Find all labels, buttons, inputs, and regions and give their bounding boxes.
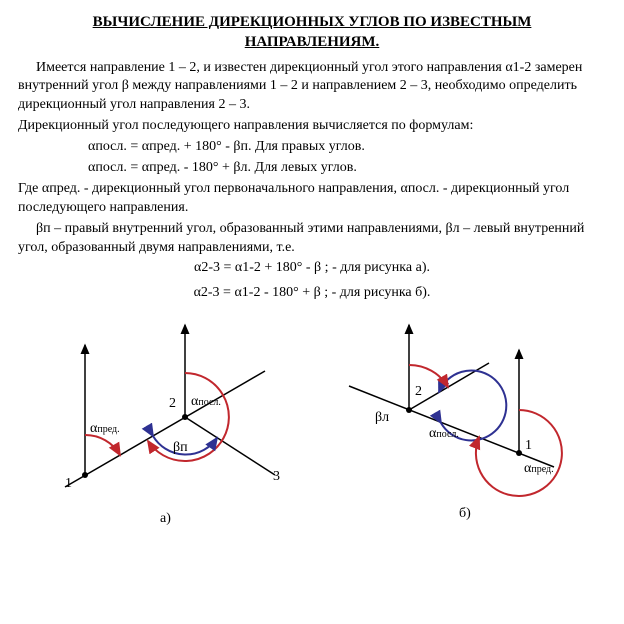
formula-4: α2-3 = α1-2 - 180° + β ; - для рисунка б… [18, 284, 606, 303]
label-b-1: 1 [525, 437, 532, 456]
formula-2: αпосл. = αпред. - 180° + βл. Для левых у… [88, 159, 606, 178]
label-b-2: 2 [415, 383, 422, 402]
label-a-apred: αпред. [90, 420, 120, 439]
paragraph-1: Имеется направление 1 – 2, и известен ди… [18, 59, 606, 116]
paragraph-2: Дирекционный угол последующего направлен… [18, 117, 606, 136]
label-a-3: 3 [273, 468, 280, 487]
formula-3: α2-3 = α1-2 + 180° - β ; - для рисунка а… [18, 259, 606, 278]
label-a-aposl: αпосл. [191, 393, 221, 412]
caption-b: б) [459, 505, 471, 524]
label-b-bl: βл [375, 409, 389, 428]
title-line-2: НАПРАВЛЕНИЯМ. [245, 34, 380, 50]
page-title: ВЫЧИСЛЕНИЕ ДИРЕКЦИОННЫХ УГЛОВ ПО ИЗВЕСТН… [18, 12, 606, 53]
label-b-aposl: αпосл. [429, 425, 459, 444]
caption-a: а) [160, 510, 171, 529]
paragraph-4: βп – правый внутренний угол, образованны… [18, 220, 606, 258]
label-a-2: 2 [169, 395, 176, 414]
label-b-apred: αпред. [524, 460, 554, 479]
paragraph-3: Где αпред. - дирекционный угол первонача… [18, 180, 606, 218]
title-line-1: ВЫЧИСЛЕНИЕ ДИРЕКЦИОННЫХ УГЛОВ ПО ИЗВЕСТН… [93, 14, 532, 30]
label-a-bp: βп [173, 439, 188, 458]
diagrams-row: 1 2 3 αпред. αпосл. βп а) [18, 315, 606, 545]
label-a-1: 1 [65, 475, 72, 494]
diagram-b: 1 2 βл αпосл. αпред. б) [329, 315, 589, 545]
formula-1: αпосл. = αпред. + 180° - βп. Для правых … [88, 138, 606, 157]
diagram-a: 1 2 3 αпред. αпосл. βп а) [35, 315, 295, 545]
